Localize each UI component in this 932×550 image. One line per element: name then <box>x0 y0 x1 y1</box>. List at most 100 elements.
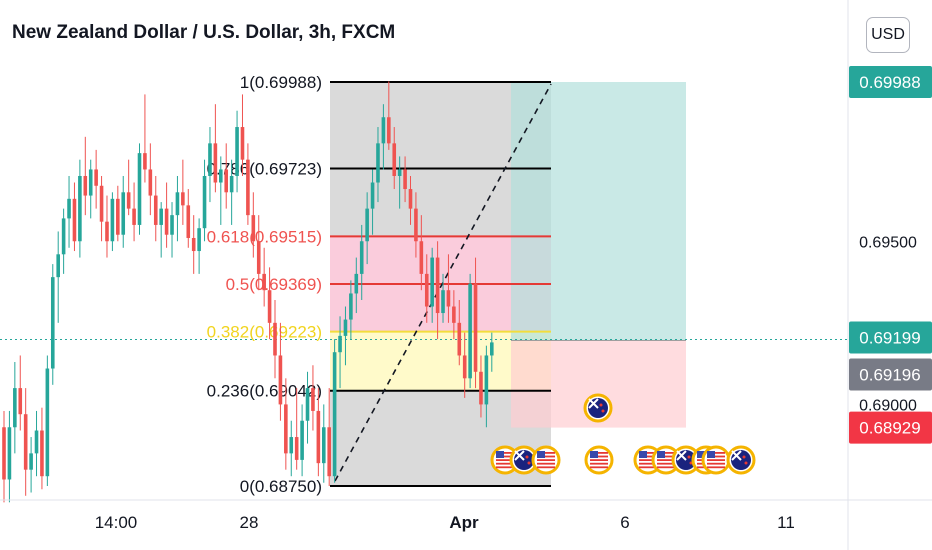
candle-body <box>148 169 153 196</box>
event-flag-nz-icon[interactable] <box>509 445 539 475</box>
candle-body <box>94 169 98 186</box>
candle-body <box>208 143 212 176</box>
candle-body <box>256 241 261 274</box>
flag-stripe <box>496 466 514 469</box>
flag-stripe <box>657 459 675 461</box>
price-label-target <box>849 66 932 98</box>
flag-cross <box>588 398 599 409</box>
candle-body <box>56 254 60 278</box>
fib-label: 0.5(0.69369) <box>226 275 322 294</box>
candle-body <box>490 342 494 356</box>
candle-body <box>235 127 239 176</box>
candle-body <box>365 208 369 242</box>
flag-stripe <box>639 462 657 465</box>
candle-body <box>403 169 407 190</box>
candle-body <box>452 306 456 323</box>
candle-body <box>40 430 44 477</box>
candle-body <box>164 208 169 235</box>
candle-body <box>424 273 429 307</box>
flag-cross <box>731 450 742 461</box>
fib-label: 0(0.68750) <box>240 477 322 496</box>
event-flag-nz-icon[interactable] <box>726 445 756 475</box>
candle-body <box>327 427 331 477</box>
fib-label: 0.382(0.69223) <box>207 323 322 342</box>
fib-label: 0.786(0.69723) <box>207 159 322 178</box>
flag-canton <box>639 451 647 458</box>
candle-body <box>267 290 272 323</box>
flag-stripe <box>590 459 608 461</box>
candle-body <box>23 414 28 470</box>
candle-body <box>300 420 304 460</box>
flag-star <box>527 461 531 465</box>
candle-body <box>88 169 93 196</box>
candle-body <box>349 293 353 320</box>
candle-body <box>197 228 201 252</box>
candle-body <box>224 169 229 193</box>
candle-body <box>441 290 445 314</box>
candle-body <box>273 322 277 356</box>
candle-body <box>67 198 71 219</box>
candle-body <box>50 277 55 369</box>
time-tick-label: 28 <box>240 513 259 532</box>
candle-body <box>78 175 82 242</box>
flag-stripe <box>537 459 555 461</box>
flag-stripe <box>707 455 725 458</box>
candle-body <box>202 175 207 229</box>
candle-body <box>392 143 397 176</box>
flag-cross <box>514 450 525 461</box>
candle-body <box>473 283 478 372</box>
event-flag-us-icon[interactable] <box>701 445 731 475</box>
flag-stripe <box>657 462 675 465</box>
flag-stripe <box>707 462 725 465</box>
flag-star <box>744 461 748 465</box>
flag-stripe <box>537 452 555 454</box>
candle-body <box>13 388 17 428</box>
candle-body <box>213 143 218 183</box>
flag-stripe <box>590 455 608 458</box>
candle-body <box>305 388 310 421</box>
price-tick-label: 0.69000 <box>859 397 917 414</box>
candle-body <box>181 192 185 206</box>
candle-body <box>338 335 342 353</box>
candle-body <box>370 182 375 209</box>
flag-stripe <box>496 459 514 461</box>
flag-stripe <box>639 459 657 461</box>
flag-star <box>742 455 746 459</box>
candle-body <box>316 410 321 464</box>
flag-stripe <box>590 462 608 465</box>
candle-body <box>381 117 386 144</box>
candle-body <box>175 192 180 216</box>
event-flag-us-icon[interactable] <box>531 445 561 475</box>
currency-button[interactable]: USD <box>866 17 910 53</box>
fib-label: 0.236(0.69042) <box>207 382 322 401</box>
candle-body <box>419 241 424 274</box>
flag-star <box>687 455 691 459</box>
event-flag-nz-icon[interactable] <box>583 393 613 423</box>
candle-body <box>116 198 120 235</box>
price-label-current-text: 0.69199 <box>859 328 920 347</box>
flag-star <box>599 403 603 407</box>
candle-body <box>110 198 115 242</box>
price-label-stop-text: 0.68929 <box>859 419 920 438</box>
candle-body <box>435 257 440 314</box>
time-tick-label: 11 <box>777 513 795 532</box>
candle-body <box>343 319 348 336</box>
flag-stripe <box>639 466 657 469</box>
flag-canton <box>657 451 665 458</box>
candle-body <box>105 221 109 242</box>
profit-zone <box>511 82 686 341</box>
fib-label: 1(0.69988) <box>240 73 322 92</box>
flag-stripe <box>639 455 657 458</box>
candle-body <box>2 427 6 480</box>
event-flag-us-icon[interactable] <box>584 445 614 475</box>
candle-body <box>191 237 196 252</box>
candle-body <box>132 208 136 225</box>
flag-stripe <box>707 452 725 454</box>
candle-body <box>126 192 131 209</box>
candle-body <box>468 283 472 379</box>
candle-body <box>34 430 39 454</box>
flag-canton <box>496 451 504 458</box>
candle-body <box>354 273 359 294</box>
candle-body <box>446 290 451 307</box>
